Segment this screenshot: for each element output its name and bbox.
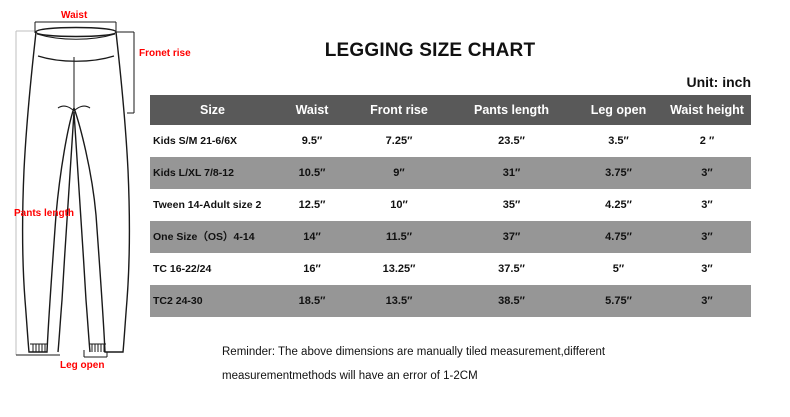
cell-waist: 18.5″ — [275, 285, 349, 317]
cell-pants-length: 38.5″ — [449, 285, 574, 317]
cell-waist: 12.5″ — [275, 189, 349, 221]
cell-leg-open: 4.25″ — [574, 189, 663, 221]
size-chart-table: Size Waist Front rise Pants length Leg o… — [150, 95, 751, 317]
cell-waist: 14″ — [275, 221, 349, 253]
reminder-note: Reminder: The above dimensions are manua… — [222, 340, 752, 388]
cuff-left — [30, 343, 47, 352]
table-row: Tween 14-Adult size 2 12.5″ 10″ 35″ 4.25… — [150, 189, 751, 221]
column-header-front-rise: Front rise — [349, 95, 449, 125]
cell-size: One Size（OS）4-14 — [150, 221, 275, 253]
cell-waist-height: 3″ — [663, 157, 751, 189]
cell-front-rise: 9″ — [349, 157, 449, 189]
waistband-top-seam — [36, 33, 116, 40]
reminder-line-2: measurementmethods will have an error of… — [222, 370, 478, 382]
column-header-size: Size — [150, 95, 275, 125]
diagram-label-pants-length: Pants length — [14, 208, 75, 219]
column-header-pants-length: Pants length — [449, 95, 574, 125]
reminder-line-1: Reminder: The above dimensions are manua… — [222, 346, 606, 358]
cell-pants-length: 31″ — [449, 157, 574, 189]
cell-waist-height: 3″ — [663, 285, 751, 317]
cell-leg-open: 4.75″ — [574, 221, 663, 253]
cell-size: Kids S/M 21-6/6X — [150, 125, 275, 157]
diagram-label-leg-open: Leg open — [60, 360, 105, 371]
cell-front-rise: 11.5″ — [349, 221, 449, 253]
legging-diagram: Waist Fronet rise Pants length Leg open — [0, 0, 215, 412]
legging-svg — [15, 21, 135, 358]
cuff-right — [89, 343, 106, 352]
crotch-gusset — [57, 105, 91, 112]
unit-label: Unit: inch — [686, 74, 751, 90]
cell-size: TC2 24-30 — [150, 285, 275, 317]
cell-waist-height: 2 ″ — [663, 125, 751, 157]
cell-size: Kids L/XL 7/8-12 — [150, 157, 275, 189]
front-rise-bracket — [116, 31, 135, 114]
cell-waist: 16″ — [275, 253, 349, 285]
cell-front-rise: 10″ — [349, 189, 449, 221]
cell-waist-height: 3″ — [663, 253, 751, 285]
cell-leg-open: 5″ — [574, 253, 663, 285]
cell-front-rise: 7.25″ — [349, 125, 449, 157]
cell-waist: 9.5″ — [275, 125, 349, 157]
cell-pants-length: 37.5″ — [449, 253, 574, 285]
table-row: TC2 24-30 18.5″ 13.5″ 38.5″ 5.75″ 3″ — [150, 285, 751, 317]
cell-waist: 10.5″ — [275, 157, 349, 189]
table-row: Kids S/M 21-6/6X 9.5″ 7.25″ 23.5″ 3.5″ 2… — [150, 125, 751, 157]
column-header-waist: Waist — [275, 95, 349, 125]
cell-leg-open: 3.5″ — [574, 125, 663, 157]
cell-front-rise: 13.25″ — [349, 253, 449, 285]
cell-leg-open: 3.75″ — [574, 157, 663, 189]
size-chart-panel: LEGGING SIZE CHART Unit: inch Size Waist… — [150, 0, 790, 412]
cell-size: Tween 14-Adult size 2 — [150, 189, 275, 221]
legging-outline — [21, 26, 131, 353]
waistband-seam — [37, 55, 115, 62]
cell-waist-height: 3″ — [663, 189, 751, 221]
diagram-label-front-rise: Fronet rise — [139, 48, 191, 59]
column-header-leg-open: Leg open — [574, 95, 663, 125]
cell-pants-length: 35″ — [449, 189, 574, 221]
column-header-waist-height: Waist height — [663, 95, 751, 125]
table-row: One Size（OS）4-14 14″ 11.5″ 37″ 4.75″ 3″ — [150, 221, 751, 253]
diagram-label-waist: Waist — [61, 10, 88, 21]
cell-pants-length: 37″ — [449, 221, 574, 253]
cell-size: TC 16-22/24 — [150, 253, 275, 285]
table-row: TC 16-22/24 16″ 13.25″ 37.5″ 5″ 3″ — [150, 253, 751, 285]
cell-front-rise: 13.5″ — [349, 285, 449, 317]
cell-leg-open: 5.75″ — [574, 285, 663, 317]
cell-pants-length: 23.5″ — [449, 125, 574, 157]
page-title: LEGGING SIZE CHART — [324, 40, 536, 61]
cell-waist-height: 3″ — [663, 221, 751, 253]
table-row: Kids L/XL 7/8-12 10.5″ 9″ 31″ 3.75″ 3″ — [150, 157, 751, 189]
table-header-row: Size Waist Front rise Pants length Leg o… — [150, 95, 751, 125]
